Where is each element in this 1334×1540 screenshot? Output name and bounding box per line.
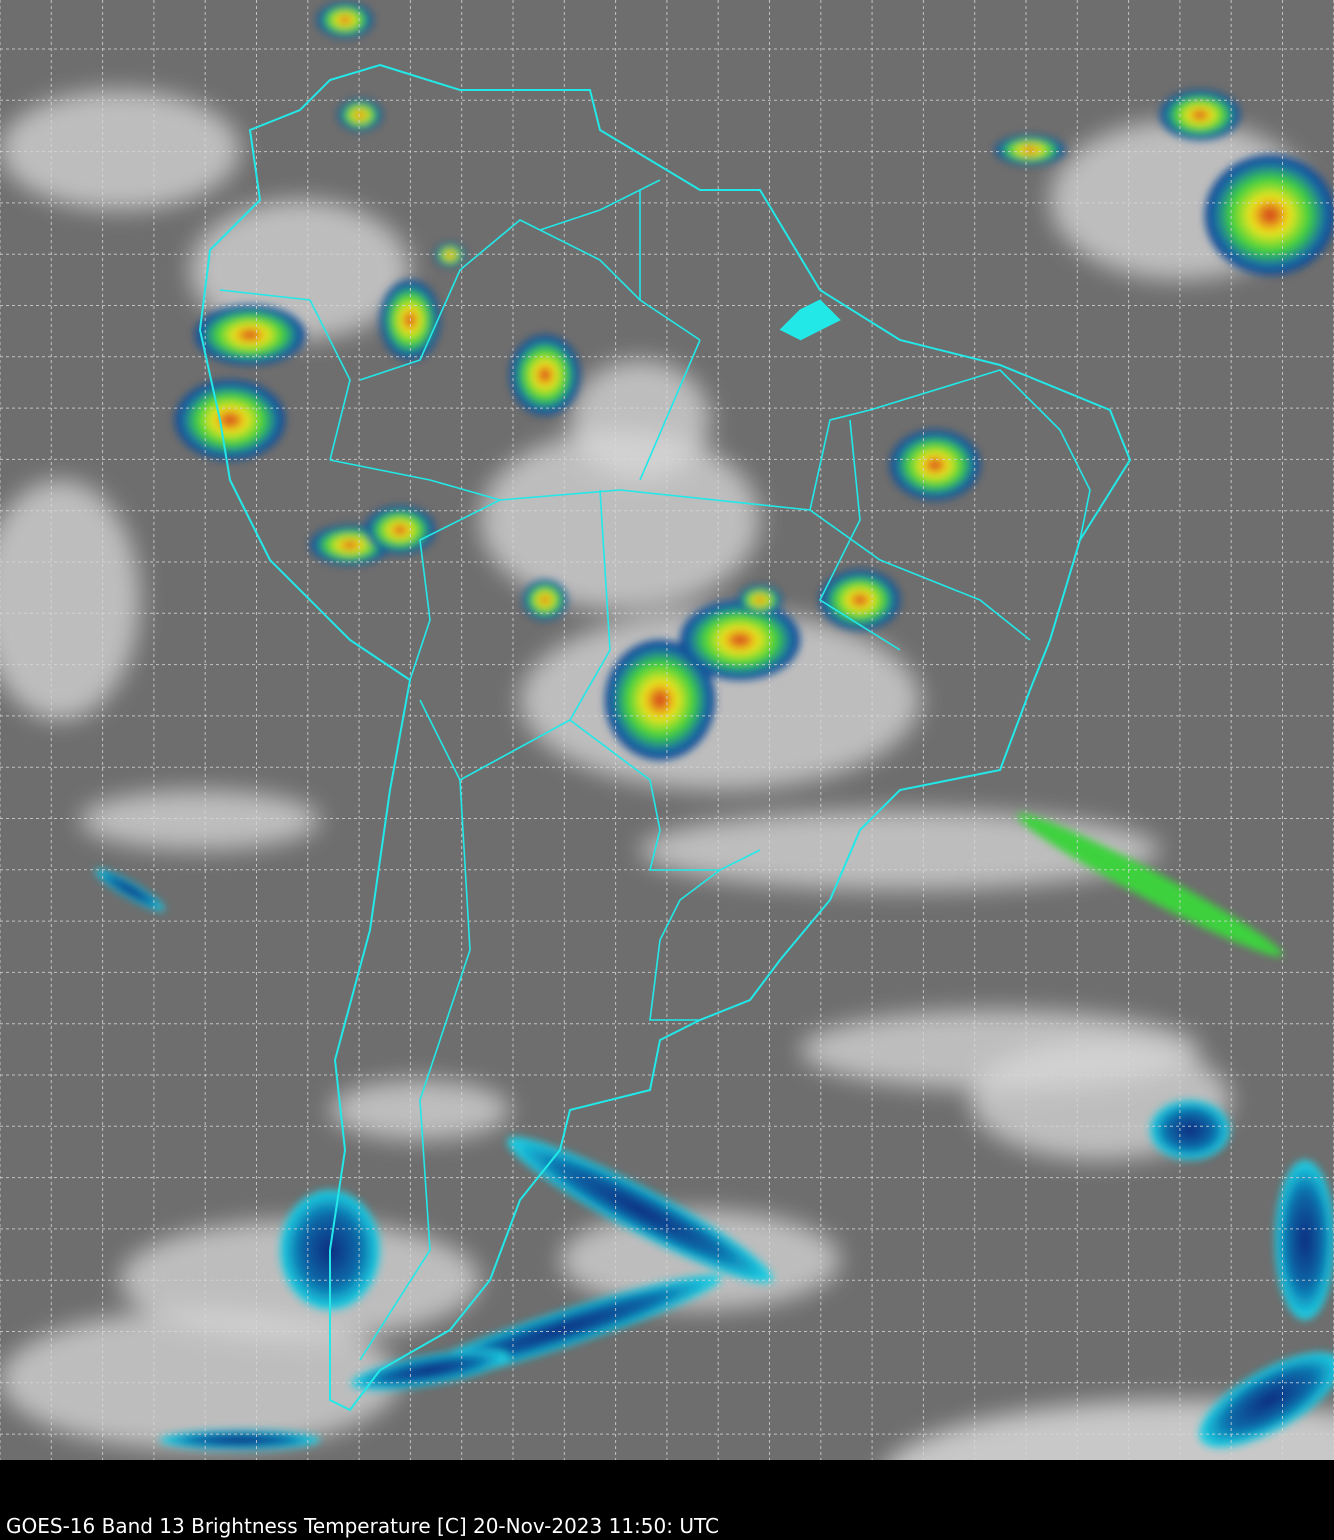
cloud-area bbox=[800, 1010, 1200, 1090]
convective-cell bbox=[175, 380, 285, 460]
state-border bbox=[409, 409, 871, 681]
convective-cell bbox=[317, 2, 373, 38]
state-border bbox=[869, 369, 1091, 541]
convective-cell bbox=[523, 580, 567, 620]
satellite-map bbox=[0, 0, 1334, 1460]
cloud-area bbox=[0, 480, 140, 720]
cold-cloud-band bbox=[351, 1349, 509, 1391]
convective-cell bbox=[738, 585, 782, 615]
state-border bbox=[639, 339, 701, 481]
cold-cloud-band bbox=[507, 1136, 773, 1284]
state-border bbox=[818, 419, 901, 651]
cold-cloud-band bbox=[160, 1430, 320, 1450]
lat-lon-grid bbox=[0, 0, 1334, 1460]
convective-cell bbox=[338, 99, 382, 131]
image-caption: GOES-16 Band 13 Brightness Temperature [… bbox=[6, 1514, 719, 1538]
cloud-area bbox=[0, 90, 240, 210]
state-border bbox=[359, 779, 471, 1361]
cold-cloud-band bbox=[1199, 1352, 1334, 1448]
cold-cloud-band bbox=[1275, 1160, 1334, 1320]
convective-band bbox=[1017, 813, 1283, 957]
convective-cell bbox=[680, 600, 800, 680]
convective-cell bbox=[435, 243, 465, 267]
state-border bbox=[569, 719, 761, 871]
convective-cell bbox=[995, 135, 1065, 165]
convective-cell bbox=[195, 305, 305, 365]
cloud-area bbox=[480, 430, 760, 610]
state-border bbox=[329, 459, 501, 501]
coastline bbox=[198, 63, 1132, 1412]
cloud-area bbox=[0, 1310, 400, 1450]
cloud-area bbox=[520, 610, 920, 790]
convective-cell bbox=[605, 640, 715, 760]
convective-cell bbox=[890, 430, 980, 500]
state-border bbox=[539, 179, 661, 231]
country-borders bbox=[198, 63, 1132, 1412]
state-border bbox=[219, 289, 351, 461]
cloud-area bbox=[80, 790, 320, 850]
convective-cell bbox=[1160, 90, 1240, 140]
cold-cloud-band bbox=[1150, 1100, 1230, 1160]
cold-cloud-band bbox=[95, 868, 165, 912]
cloud-area bbox=[570, 360, 710, 480]
convective-cell bbox=[1205, 155, 1334, 275]
convective-cell bbox=[365, 506, 435, 554]
amazon-delta bbox=[779, 299, 841, 341]
state-border bbox=[809, 509, 1031, 641]
state-border bbox=[649, 869, 721, 1021]
convective-cell bbox=[510, 335, 580, 415]
convective-cell bbox=[820, 570, 900, 630]
